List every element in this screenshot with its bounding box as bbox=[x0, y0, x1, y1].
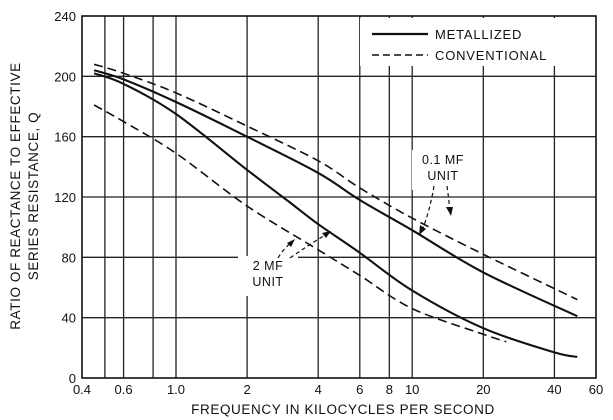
annotation-2mf-arrow-1 bbox=[277, 241, 293, 259]
x-tick-label: 40 bbox=[547, 382, 561, 397]
annotation-0-1mf-line1: 0.1 MF bbox=[422, 153, 464, 167]
plot-frame bbox=[81, 15, 597, 379]
annotation-2mf-line2: UNIT bbox=[252, 275, 283, 289]
y-tick-label: 240 bbox=[54, 9, 76, 24]
annotation-2mf-arrowhead-2 bbox=[322, 231, 331, 238]
series-lines bbox=[93, 63, 578, 358]
x-tick-label: 6 bbox=[356, 382, 363, 397]
x-tick-label: 8 bbox=[386, 382, 393, 397]
series-line-1-dashed bbox=[93, 63, 578, 301]
annotation-0-1mf-arrowhead-1 bbox=[419, 225, 426, 235]
tick-labels: 0 40 80 120 160 200 240 0.4 0.6 1.0 2 4 6 8 10 20 40 60 bbox=[54, 9, 603, 397]
y-tick-label: 0 bbox=[69, 371, 76, 386]
grid bbox=[82, 16, 596, 378]
annotation-0-1mf-line2: UNIT bbox=[427, 169, 458, 183]
series-line-0-solid bbox=[93, 69, 578, 318]
y-tick-label: 80 bbox=[62, 250, 76, 265]
x-axis-title: FREQUENCY IN KILOCYCLES PER SECOND bbox=[191, 402, 495, 417]
annotation-2mf-arrow-2 bbox=[289, 233, 328, 259]
y-tick-label: 160 bbox=[54, 130, 76, 145]
legend-label-conventional: CONVENTIONAL bbox=[435, 48, 547, 63]
legend: METALLIZED CONVENTIONAL bbox=[360, 18, 592, 66]
x-tick-label: 60 bbox=[589, 382, 603, 397]
y-axis-title-line1: RATIO OF REACTANCE TO EFFECTIVE bbox=[8, 62, 23, 329]
y-axis-title-line2: SERIES RESISTANCE, Q bbox=[26, 112, 41, 281]
annotations: 0.1 MF UNIT 2 MF UNIT bbox=[238, 150, 474, 296]
x-tick-label: 0.6 bbox=[115, 382, 133, 397]
annotation-2mf-arrowhead-1 bbox=[287, 239, 295, 247]
x-tick-label: 4 bbox=[315, 382, 322, 397]
x-tick-label: 2 bbox=[243, 382, 250, 397]
y-tick-label: 40 bbox=[62, 311, 76, 326]
x-tick-label: 20 bbox=[476, 382, 490, 397]
annotation-0-1mf-arrowhead-2 bbox=[446, 207, 453, 216]
y-tick-label: 200 bbox=[54, 69, 76, 84]
series-line-2-solid bbox=[93, 72, 578, 358]
series-line-3-dashed bbox=[93, 104, 507, 343]
y-tick-label: 120 bbox=[54, 190, 76, 205]
x-tick-label: 0.4 bbox=[73, 382, 91, 397]
x-tick-label: 1.0 bbox=[167, 382, 185, 397]
x-tick-label: 10 bbox=[405, 382, 419, 397]
legend-label-metallized: METALLIZED bbox=[435, 27, 522, 42]
annotation-2mf-line1: 2 MF bbox=[253, 259, 283, 273]
